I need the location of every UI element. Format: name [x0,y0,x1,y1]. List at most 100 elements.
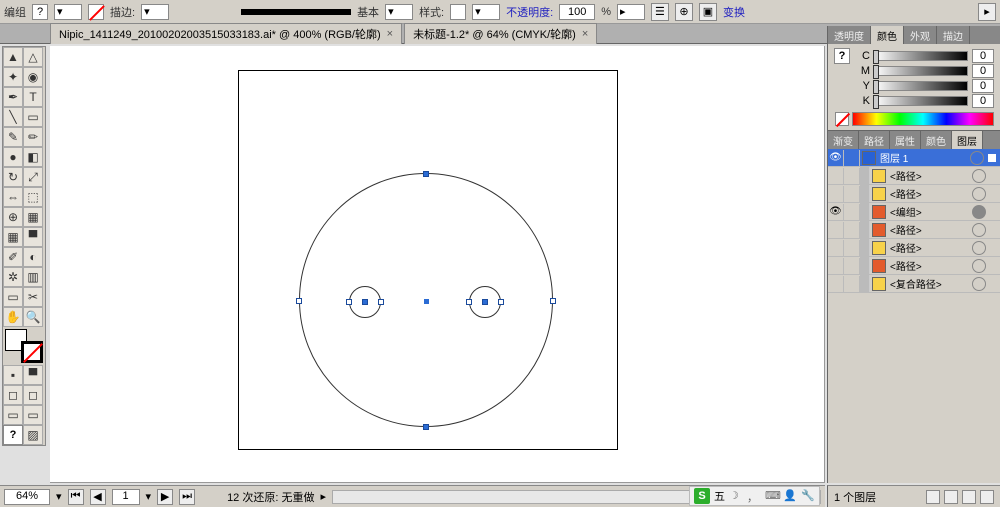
pencil-tool[interactable]: ✏ [23,127,43,147]
moon-icon[interactable]: ☽ [729,489,743,503]
target-icon[interactable] [972,205,986,219]
next-page-icon[interactable]: ▶ [157,489,173,505]
layer-name[interactable]: <编组> [888,204,972,219]
fill-none-swatch[interactable] [88,4,104,20]
channel-value[interactable]: 0 [972,79,994,93]
help-icon[interactable]: ? [32,4,48,20]
channel-slider[interactable] [874,51,968,61]
target-icon[interactable] [972,223,986,237]
layer-name[interactable]: <路径> [888,186,972,201]
visibility-icon[interactable] [828,276,844,292]
symbol-sprayer-tool[interactable]: ✲ [3,267,23,287]
gradient-tool[interactable]: ▀ [23,227,43,247]
panel-toggle-icon[interactable]: ▸ [978,3,996,21]
style-swatch[interactable] [450,4,466,20]
layer-row[interactable]: <路径> [828,239,1000,257]
perspective-tool[interactable]: ▦ [23,207,43,227]
hand-tool[interactable]: ✋ [3,307,23,327]
visibility-icon[interactable] [828,240,844,256]
opacity-dropdown[interactable]: ▸ [617,4,645,20]
layer-row[interactable]: 👁图层 1 [828,149,1000,167]
close-icon[interactable]: × [582,28,588,40]
layer-color-swatch[interactable] [872,223,886,237]
zoom-dropdown-icon[interactable]: ▾ [56,490,62,503]
anchor-point[interactable] [346,299,352,305]
eyedropper-tool[interactable]: ✐ [3,247,23,267]
ime-logo-icon[interactable]: S [694,488,710,504]
close-icon[interactable]: × [387,28,393,40]
lock-icon[interactable] [844,150,860,166]
lock-icon[interactable] [844,258,860,274]
layer-name[interactable]: <复合路径> [888,276,972,291]
lock-icon[interactable] [844,222,860,238]
paintbrush-tool[interactable]: ✎ [3,127,23,147]
fill-dropdown[interactable]: ▾ [54,4,82,20]
gradient-mode[interactable]: ▀ [23,365,43,385]
blend-tool[interactable]: ◐ [23,247,43,267]
new-layer-icon[interactable] [962,490,976,504]
target-icon[interactable] [972,277,986,291]
magic-wand-tool[interactable]: ✦ [3,67,23,87]
opacity-input[interactable] [559,4,595,20]
lock-icon[interactable] [844,204,860,220]
anchor-point[interactable] [550,298,556,304]
isolate-icon[interactable]: ▣ [699,3,717,21]
anchor-point[interactable] [498,299,504,305]
panel-tab[interactable]: 属性 [890,131,921,149]
status-dropdown-icon[interactable]: ▸ [320,490,326,503]
layer-row[interactable]: <路径> [828,257,1000,275]
visibility-icon[interactable]: 👁 [828,204,844,220]
artboard tool[interactable]: ▭ [3,287,23,307]
brush-dropdown[interactable]: ▾ [385,4,413,20]
eraser-tool[interactable]: ◧ [23,147,43,167]
anchor-point[interactable] [423,424,429,430]
keyboard-icon[interactable]: ⌨ [765,489,779,503]
layer-row[interactable]: 👁 <编组> [828,203,1000,221]
channel-slider[interactable] [874,81,968,91]
anchor-point[interactable] [466,299,472,305]
blob-brush-tool[interactable]: ● [3,147,23,167]
recolor-icon[interactable]: ⊕ [675,3,693,21]
document-tab[interactable]: 未标题-1.2* @ 64% (CMYK/轮廓) × [404,23,597,44]
help-icon[interactable]: ? [834,48,850,64]
panel-tab[interactable]: 渐变 [828,131,859,149]
layer-row[interactable]: <路径> [828,167,1000,185]
brush-preview[interactable] [241,9,351,15]
panel-tab[interactable]: 颜色 [921,131,952,149]
screen-mode-2[interactable]: ▭ [23,405,43,425]
target-icon[interactable] [972,169,986,183]
layer-row[interactable]: <复合路径> [828,275,1000,293]
shape-builder-tool[interactable]: ⊕ [3,207,23,227]
lock-icon[interactable] [844,240,860,256]
zoom-tool[interactable]: 🔍 [23,307,43,327]
lock-icon[interactable] [844,168,860,184]
punct-icon[interactable]: ， [747,489,761,503]
color-mode[interactable]: ▪ [3,365,23,385]
new-sublayer-icon[interactable] [944,490,958,504]
visibility-icon[interactable] [828,258,844,274]
rotate-tool[interactable]: ↻ [3,167,23,187]
layer-name[interactable]: <路径> [888,168,972,183]
panel-tab[interactable]: 颜色 [871,26,904,44]
none-swatch[interactable] [835,112,849,126]
stroke-weight-dropdown[interactable]: ▾ [141,4,169,20]
page-input[interactable]: 1 [112,489,140,505]
zoom-input[interactable]: 64% [4,489,50,505]
layer-name[interactable]: <路径> [888,240,972,255]
layer-name[interactable]: 图层 1 [878,150,970,165]
scale-tool[interactable]: ⤢ [23,167,43,187]
layer-name[interactable]: <路径> [888,222,972,237]
trash-icon[interactable] [980,490,994,504]
transform-label[interactable]: 变换 [723,4,745,20]
mesh-tool[interactable]: ▦ [3,227,23,247]
channel-slider[interactable] [874,66,968,76]
width-tool[interactable]: ⇔ [3,187,23,207]
layer-name[interactable]: <路径> [888,258,972,273]
channel-value[interactable]: 0 [972,64,994,78]
layer-color-swatch[interactable] [862,151,876,165]
document-tab[interactable]: Nipic_1411249_201002020035150331​83.ai* … [50,23,402,44]
panel-tab[interactable]: 透明度 [828,26,871,44]
style-dropdown[interactable]: ▾ [472,4,500,20]
panel-tab[interactable]: 描边 [937,26,970,44]
visibility-icon[interactable] [828,186,844,202]
